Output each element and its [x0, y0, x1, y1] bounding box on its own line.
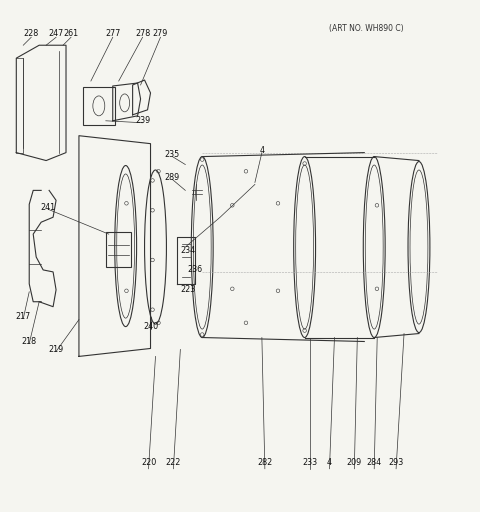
Text: 282: 282: [257, 458, 273, 467]
Text: 236: 236: [188, 265, 203, 274]
Text: 4: 4: [259, 146, 264, 155]
Text: 279: 279: [153, 29, 168, 38]
Text: 247: 247: [48, 29, 64, 38]
Text: 228: 228: [24, 29, 39, 38]
Text: 261: 261: [63, 29, 79, 38]
Text: 4: 4: [327, 458, 332, 467]
Text: 217: 217: [16, 312, 31, 321]
Text: 220: 220: [141, 458, 156, 467]
Text: 289: 289: [165, 173, 180, 182]
Text: 219: 219: [48, 345, 64, 354]
Text: 233: 233: [302, 458, 317, 467]
Text: 222: 222: [166, 458, 181, 467]
Text: 218: 218: [22, 337, 37, 346]
Bar: [83, 87, 115, 125]
Text: 240: 240: [143, 322, 158, 331]
Text: 278: 278: [135, 29, 150, 38]
Text: 241: 241: [40, 203, 56, 212]
Text: 235: 235: [165, 150, 180, 159]
Text: (ART NO. WH890 C): (ART NO. WH890 C): [329, 24, 404, 33]
Text: 284: 284: [367, 458, 382, 467]
Text: 293: 293: [388, 458, 404, 467]
Text: 234: 234: [181, 246, 196, 254]
Bar: [106, 232, 131, 267]
Text: 209: 209: [347, 458, 362, 467]
Text: 239: 239: [135, 116, 150, 125]
Text: 223: 223: [180, 285, 196, 294]
Text: 277: 277: [105, 29, 120, 38]
